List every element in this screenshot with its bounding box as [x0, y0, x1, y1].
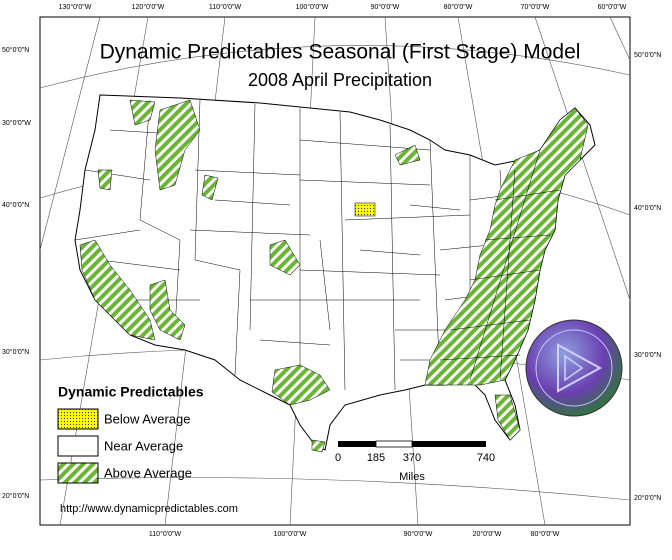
graticule-label: 110°0'0"W — [209, 3, 242, 11]
graticule-label: 60°0'0"W — [598, 3, 627, 11]
legend-swatch — [57, 435, 99, 457]
graticule-label: 40°0'0"N — [2, 201, 29, 209]
graticule-label: 50°0'0"N — [634, 51, 661, 59]
frame — [39, 16, 631, 526]
graticule-label: 90°0'0"W — [371, 3, 400, 11]
graticule-label: 120°0'0"W — [132, 3, 165, 11]
hatched-region — [79, 239, 156, 341]
hatched-region — [311, 439, 326, 453]
scale-label: 740 — [477, 452, 495, 464]
scale-label: 0 — [335, 452, 341, 464]
scale-label: 185 — [367, 452, 385, 464]
hatched-region — [129, 99, 156, 126]
graticule-label: 20°0'0"W — [473, 530, 502, 538]
hatched-region — [269, 239, 301, 276]
scale-segment — [412, 441, 486, 447]
logo — [525, 319, 623, 417]
legend: Dynamic Predictables Below Average Near … — [57, 384, 204, 484]
logo-ring — [535, 329, 613, 407]
hatched-region — [97, 169, 113, 191]
graticule-label: 20°0'0"N — [634, 494, 661, 502]
subtitle: 2008 April Precipitation — [248, 70, 432, 90]
below-average-area — [354, 202, 376, 217]
graticule-labels: 130°0'0"W 120°0'0"W 110°0'0"W 100°0'0"W … — [2, 3, 661, 538]
graticule-label: 130°0'0"W — [59, 3, 92, 11]
title: Dynamic Predictables Seasonal (First Sta… — [100, 41, 581, 64]
graticule-label: 80°0'0"W — [444, 3, 473, 11]
scale-segment — [338, 441, 376, 447]
graticule-label: 100°0'0"W — [296, 3, 329, 11]
logo-triangle — [557, 343, 603, 393]
legend-swatch — [57, 462, 99, 484]
hatched-region — [394, 144, 421, 166]
scale-unit: Miles — [399, 471, 425, 483]
graticule-label: 100°0'0"W — [274, 530, 307, 538]
logo-triangle — [564, 354, 584, 382]
graticule-label: 80°0'0"W — [531, 530, 560, 538]
legend-swatch — [57, 408, 99, 430]
graticule-line — [534, 16, 631, 301]
above-average-areas — [79, 99, 589, 453]
legend-label: Below Average — [104, 411, 191, 426]
hatched-region — [149, 279, 186, 341]
footer-url: http://www.dynamicpredictables.com — [60, 503, 238, 515]
graticule-line — [39, 477, 631, 501]
hatched-region — [271, 364, 331, 406]
legend-title: Dynamic Predictables — [58, 384, 204, 400]
graticule-label: 40°0'0"N — [634, 204, 661, 212]
scale-label: 370 — [403, 452, 421, 464]
graticule-line — [39, 16, 101, 251]
hatched-region — [424, 107, 589, 386]
hatched-region — [494, 394, 521, 441]
graticule-label: 90°0'0"W — [404, 530, 433, 538]
graticule-label: 50°0'0"N — [2, 46, 29, 54]
graticule-label: 110°0'0"W — [149, 530, 182, 538]
graticule-label: 20°0'0"N — [2, 492, 29, 500]
graticule-line — [609, 16, 631, 61]
graticule-label: 70°0'0"W — [521, 3, 550, 11]
graticule-line — [39, 45, 631, 89]
legend-label: Above Average — [104, 465, 192, 480]
hatched-region — [154, 99, 201, 191]
graticule-label: 30°0'0"N — [2, 348, 29, 356]
graticule-label: 30°0'0"N — [634, 351, 661, 359]
legend-label: Near Average — [104, 438, 183, 453]
scale-segment — [375, 440, 413, 448]
scale-bar: 0 185 370 740 Miles — [335, 440, 495, 483]
graticule-label: 30°0'0"W — [2, 119, 31, 127]
us-map — [74, 94, 596, 453]
logo-circle — [525, 319, 623, 417]
hatched-region — [201, 174, 219, 201]
